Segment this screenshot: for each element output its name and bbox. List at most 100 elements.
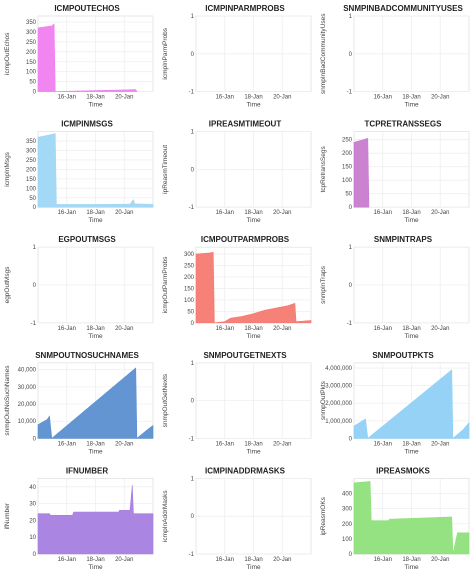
y-tick-label: 20,000 (18, 402, 37, 408)
y-tick-label: 1,000,000 (325, 419, 352, 425)
x-tick-label: 20-Jan (273, 95, 291, 101)
y-tick-label: 300 (184, 252, 195, 258)
y-axis-label: icmpOutEchos (4, 32, 11, 75)
x-tick-label: 20-Jan (431, 95, 449, 101)
x-tick-label: 16-Jan (216, 95, 234, 101)
y-tick-label: -1 (347, 321, 353, 327)
y-axis-label: icmpInMsgs (4, 151, 11, 186)
x-tick-label: 16-Jan (374, 210, 392, 216)
x-tick-label: 18-Jan (402, 210, 420, 216)
chart-title: SNMPOUTNOSUCHNAMES (35, 351, 139, 360)
x-tick-label: 20-Jan (431, 326, 449, 332)
x-tick-label: 18-Jan (86, 210, 104, 216)
chart-panel-egpOutMsgs: EGPOUTMSGS 16-Jan 18-Jan 20-Jan -1 0 1 Time egpO… (4, 235, 154, 340)
y-tick-label: 20 (29, 518, 36, 524)
x-tick-label: 16-Jan (216, 441, 234, 447)
x-tick-label: 16-Jan (374, 557, 392, 563)
chart-title: SNMPINTRAPS (374, 235, 433, 244)
chart-title: SNMPOUTPKTS (372, 351, 434, 360)
y-tick-label: 0 (33, 436, 37, 442)
y-tick-label: 50 (187, 309, 194, 315)
chart-panel-icmpInMsgs: ICMPINMSGS 16-Jan 18-Jan 20-Jan 0 50 100 150 200… (4, 120, 154, 224)
chart-panel-ifNumber: IFNUMBER 16-Jan 18-Jan 20-Jan 0 10 20 30 40 Time i… (4, 466, 154, 571)
y-tick-label: 200 (26, 50, 37, 56)
chart-title: IPREASMOKS (376, 466, 430, 475)
series-area (353, 137, 370, 208)
y-axis-label: snmpInBadCommunityUses (320, 13, 327, 94)
y-tick-label: 0 (191, 52, 195, 58)
chart-panel-ipReasmOKs: IPREASMOKS 16-Jan 18-Jan 20-Jan 0 100 200 300 40… (320, 466, 470, 571)
x-axis-label: Time (246, 217, 261, 224)
y-tick-label: 350 (26, 20, 37, 26)
chart-panel-icmpOutParmProbs: ICMPOUTPARMPROBS 16-Jan 18-Jan 20-Jan 0 50 100… (162, 235, 312, 340)
y-tick-label: 200 (342, 522, 353, 528)
series-area (37, 133, 154, 208)
y-tick-label: 50 (29, 196, 36, 202)
chart-panel-icmpInAddrMasks: ICMPINADDRMASKS 16-Jan 18-Jan 20-Jan -1 0 1 Tim… (162, 466, 312, 571)
y-tick-label: 4,000,000 (325, 366, 352, 372)
y-tick-label: 300 (342, 507, 353, 513)
y-tick-label: 50 (29, 80, 36, 86)
x-tick-label: 20-Jan (273, 557, 291, 563)
y-axis-label: icmpInParmProbs (162, 27, 169, 79)
chart-title: ICMPOUTECHOS (54, 4, 120, 13)
series-area (353, 369, 470, 440)
y-tick-label: 100 (342, 178, 353, 184)
series-area (195, 251, 312, 324)
y-tick-label: 1 (349, 245, 353, 251)
y-tick-label: 250 (26, 40, 37, 46)
y-axis-label: icmpOutParmProbs (162, 256, 169, 313)
y-tick-label: 40 (29, 485, 36, 491)
chart-title: ICMPINPARMPROBS (205, 4, 285, 13)
x-tick-label: 20-Jan (273, 210, 291, 216)
y-tick-label: 30,000 (18, 385, 37, 391)
series-area (37, 23, 138, 92)
chart-title: ICMPINMSGS (61, 120, 113, 129)
chart-title: ICMPOUTPARMPROBS (201, 235, 290, 244)
y-tick-label: 0 (33, 205, 37, 211)
y-axis-label: snmpOutGetNexts (162, 373, 169, 427)
x-tick-label: 18-Jan (86, 441, 104, 447)
chart-title: IFNUMBER (66, 466, 108, 475)
x-tick-label: 20-Jan (115, 95, 133, 101)
y-axis-label: egpOutMsgs (4, 266, 11, 304)
chart-panel-icmpOutEchos: ICMPOUTECHOS 16-Jan 18-Jan 20-Jan 0 50 100 150 2… (4, 4, 154, 109)
y-tick-label: 250 (342, 138, 353, 144)
y-tick-label: -1 (189, 552, 195, 558)
chart-panel-icmpInParmProbs: ICMPINPARMPROBS 16-Jan 18-Jan 20-Jan -1 0 1 Tim… (162, 4, 312, 109)
x-axis-label: Time (246, 564, 261, 571)
y-tick-label: 150 (26, 60, 37, 66)
chart-title: SNMPINBADCOMMUNITYUSES (343, 4, 463, 13)
x-tick-label: 16-Jan (216, 557, 234, 563)
y-tick-label: 1 (33, 245, 37, 251)
y-tick-label: 1 (349, 14, 353, 20)
x-tick-label: 20-Jan (273, 441, 291, 447)
y-tick-label: -1 (189, 90, 195, 96)
y-tick-label: 0 (191, 399, 195, 405)
chart-title: TCPRETRANSSEGS (365, 120, 443, 129)
y-tick-label: 400 (342, 492, 353, 498)
chart-title: IPREASMTIMEOUT (209, 120, 282, 129)
y-tick-label: 30 (29, 502, 36, 508)
chart-title: SNMPOUTGETNEXTS (203, 351, 287, 360)
y-tick-label: 10,000 (18, 419, 37, 425)
x-axis-label: Time (88, 448, 103, 455)
x-axis-label: Time (404, 333, 419, 340)
x-axis-label: Time (88, 102, 103, 109)
y-tick-label: 350 (26, 139, 37, 145)
x-tick-label: 18-Jan (86, 326, 104, 332)
x-axis-label: Time (404, 102, 419, 109)
y-tick-label: 150 (342, 165, 353, 171)
x-tick-label: 18-Jan (402, 441, 420, 447)
x-tick-label: 18-Jan (244, 210, 262, 216)
x-axis-label: Time (246, 102, 261, 109)
y-tick-label: 0 (33, 283, 37, 289)
y-tick-label: 50 (345, 192, 352, 198)
x-axis-label: Time (88, 564, 103, 571)
x-axis-label: Time (404, 564, 419, 571)
y-tick-label: 100 (342, 537, 353, 543)
chart-panel-tcpRetransSegs: TCPRETRANSSEGS 16-Jan 18-Jan 20-Jan 0 50 100 15… (320, 120, 470, 224)
y-axis-label: ipReasmOKs (320, 496, 327, 535)
x-axis-label: Time (404, 217, 419, 224)
